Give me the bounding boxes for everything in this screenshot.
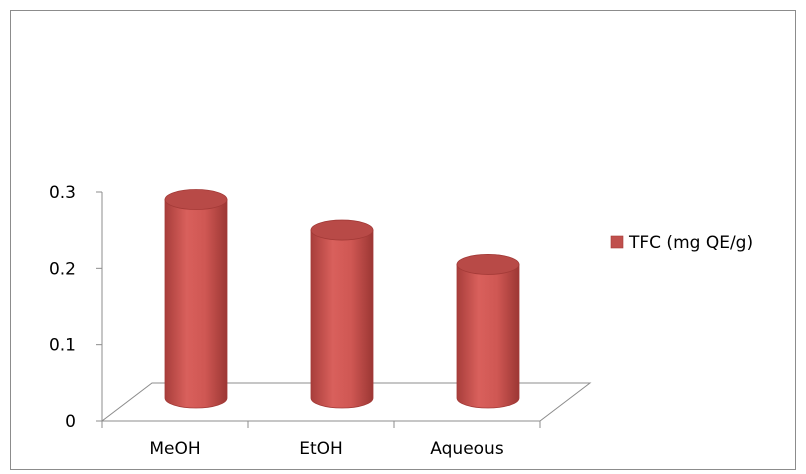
y-tick-label: 0.1 — [49, 336, 76, 356]
x-tick-label: EtOH — [299, 439, 343, 459]
bar-top-cap — [310, 219, 374, 241]
bar-top-cap — [164, 189, 228, 210]
legend-label: TFC (mg QE/g) — [628, 233, 753, 253]
y-tick-label: 0 — [65, 412, 76, 432]
bar-series — [164, 189, 520, 409]
bar-aqueous — [456, 254, 520, 409]
chart-frame — [10, 10, 796, 470]
y-axis: 0 0.1 0.2 0.3 — [49, 183, 103, 432]
bar-meoh — [164, 189, 228, 409]
x-axis: MeOH EtOH Aqueous — [101, 420, 541, 459]
bar-etoh — [310, 219, 374, 409]
y-tick-label: 0.3 — [49, 183, 76, 203]
bar-body — [164, 199, 228, 409]
bar-top-cap — [456, 254, 520, 275]
y-tick-label: 0.2 — [49, 259, 76, 279]
legend: TFC (mg QE/g) — [610, 233, 753, 253]
bar-body — [456, 264, 520, 409]
x-tick-label: Aqueous — [430, 439, 504, 459]
x-tick-label: MeOH — [149, 439, 200, 459]
legend-swatch — [610, 235, 624, 249]
bar-body — [310, 229, 374, 409]
